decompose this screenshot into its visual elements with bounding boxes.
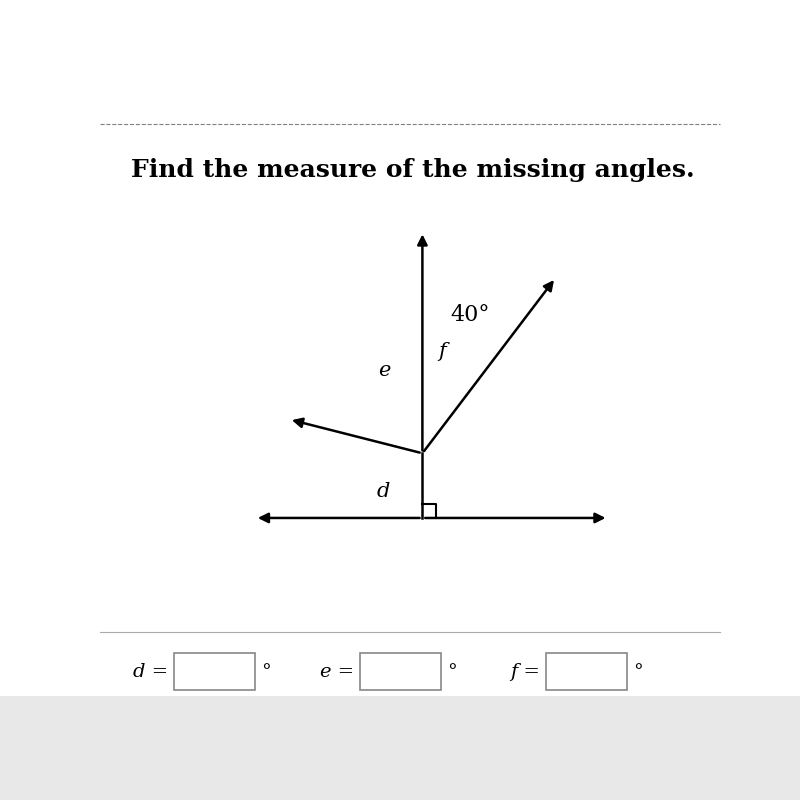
FancyBboxPatch shape	[546, 654, 627, 690]
Text: f =: f =	[510, 663, 546, 681]
Text: d: d	[377, 482, 390, 501]
Text: 40°: 40°	[450, 304, 490, 326]
FancyBboxPatch shape	[174, 654, 255, 690]
Text: d =: d =	[133, 663, 174, 681]
Text: e: e	[378, 361, 390, 380]
Text: °: °	[447, 663, 457, 681]
Text: °: °	[634, 663, 643, 681]
Text: °: °	[262, 663, 271, 681]
FancyBboxPatch shape	[360, 654, 441, 690]
Text: Find the measure of the missing angles.: Find the measure of the missing angles.	[131, 158, 694, 182]
Text: f: f	[438, 342, 446, 361]
Text: e =: e =	[320, 663, 360, 681]
